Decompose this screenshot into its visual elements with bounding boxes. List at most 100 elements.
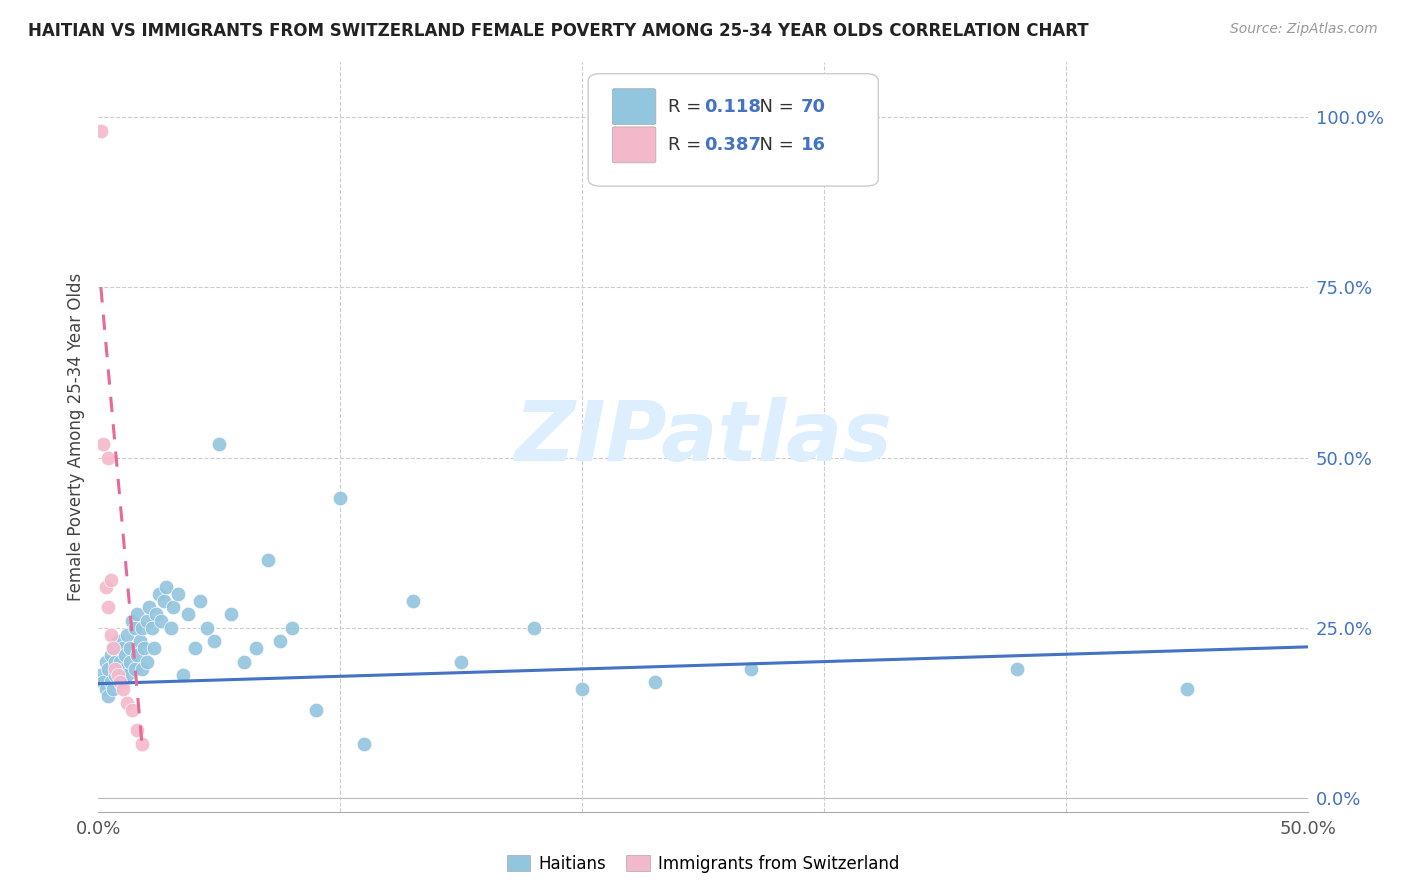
Point — [329, 491, 352, 506]
Point — [245, 641, 267, 656]
Point — [91, 437, 114, 451]
Y-axis label: Female Poverty Among 25-34 Year Olds: Female Poverty Among 25-34 Year Olds — [66, 273, 84, 601]
Point — [124, 621, 146, 635]
Point — [353, 737, 375, 751]
Text: 0.118: 0.118 — [704, 97, 761, 116]
Point — [101, 641, 124, 656]
Point — [100, 675, 122, 690]
Legend: Haitians, Immigrants from Switzerland: Haitians, Immigrants from Switzerland — [501, 848, 905, 880]
Point — [177, 607, 200, 622]
Point — [172, 668, 194, 682]
Point — [148, 587, 170, 601]
Point — [162, 600, 184, 615]
Point — [188, 593, 211, 607]
Text: N =: N = — [748, 97, 799, 116]
Point — [90, 668, 112, 682]
Point — [740, 662, 762, 676]
FancyBboxPatch shape — [588, 74, 879, 186]
Point — [160, 621, 183, 635]
Text: ZIPatlas: ZIPatlas — [515, 397, 891, 477]
Point — [97, 689, 120, 703]
Point — [94, 682, 117, 697]
Point — [121, 702, 143, 716]
Point — [107, 668, 129, 682]
Point — [305, 702, 328, 716]
Point — [221, 607, 243, 622]
Text: 16: 16 — [801, 136, 825, 153]
Point — [104, 668, 127, 682]
Point — [104, 655, 127, 669]
Point — [402, 593, 425, 607]
Point — [114, 662, 136, 676]
Text: R =: R = — [668, 136, 707, 153]
Point — [131, 737, 153, 751]
Point — [571, 682, 593, 697]
Point — [117, 627, 139, 641]
Point — [118, 641, 141, 656]
Point — [97, 662, 120, 676]
Point — [141, 621, 163, 635]
Point — [118, 655, 141, 669]
Point — [111, 641, 134, 656]
Point — [127, 723, 149, 737]
Point — [94, 580, 117, 594]
Point — [232, 655, 254, 669]
Point — [91, 675, 114, 690]
Point — [1175, 682, 1198, 697]
Point — [135, 655, 157, 669]
Point — [104, 662, 127, 676]
Point — [107, 634, 129, 648]
Point — [108, 655, 131, 669]
Text: HAITIAN VS IMMIGRANTS FROM SWITZERLAND FEMALE POVERTY AMONG 25-34 YEAR OLDS CORR: HAITIAN VS IMMIGRANTS FROM SWITZERLAND F… — [28, 22, 1088, 40]
Point — [131, 662, 153, 676]
Point — [117, 668, 139, 682]
Text: N =: N = — [748, 136, 799, 153]
Point — [97, 600, 120, 615]
Text: R =: R = — [668, 97, 707, 116]
Point — [124, 662, 146, 676]
Point — [108, 668, 131, 682]
Point — [134, 641, 156, 656]
Point — [131, 621, 153, 635]
Point — [184, 641, 207, 656]
Point — [269, 634, 291, 648]
Point — [100, 627, 122, 641]
Point — [127, 607, 149, 622]
Point — [101, 641, 124, 656]
Point — [152, 593, 174, 607]
Point — [128, 634, 150, 648]
Point — [111, 682, 134, 697]
Point — [127, 648, 149, 662]
FancyBboxPatch shape — [613, 127, 655, 163]
Point — [97, 450, 120, 465]
Point — [145, 607, 167, 622]
Point — [143, 641, 166, 656]
Point — [1007, 662, 1029, 676]
Text: 70: 70 — [801, 97, 825, 116]
Point — [167, 587, 190, 601]
Point — [450, 655, 472, 669]
Point — [117, 696, 139, 710]
Point — [101, 682, 124, 697]
Point — [644, 675, 666, 690]
Point — [523, 621, 546, 635]
Point — [107, 662, 129, 676]
Text: 0.387: 0.387 — [704, 136, 761, 153]
Point — [135, 614, 157, 628]
Point — [195, 621, 218, 635]
Point — [100, 648, 122, 662]
Point — [90, 123, 112, 137]
Text: Source: ZipAtlas.com: Source: ZipAtlas.com — [1230, 22, 1378, 37]
Point — [94, 655, 117, 669]
Point — [114, 648, 136, 662]
Point — [100, 573, 122, 587]
Point — [121, 614, 143, 628]
FancyBboxPatch shape — [613, 88, 655, 125]
Point — [256, 552, 278, 566]
Point — [138, 600, 160, 615]
Point — [108, 675, 131, 690]
Point — [208, 437, 231, 451]
Point — [281, 621, 304, 635]
Point — [204, 634, 226, 648]
Point — [111, 675, 134, 690]
